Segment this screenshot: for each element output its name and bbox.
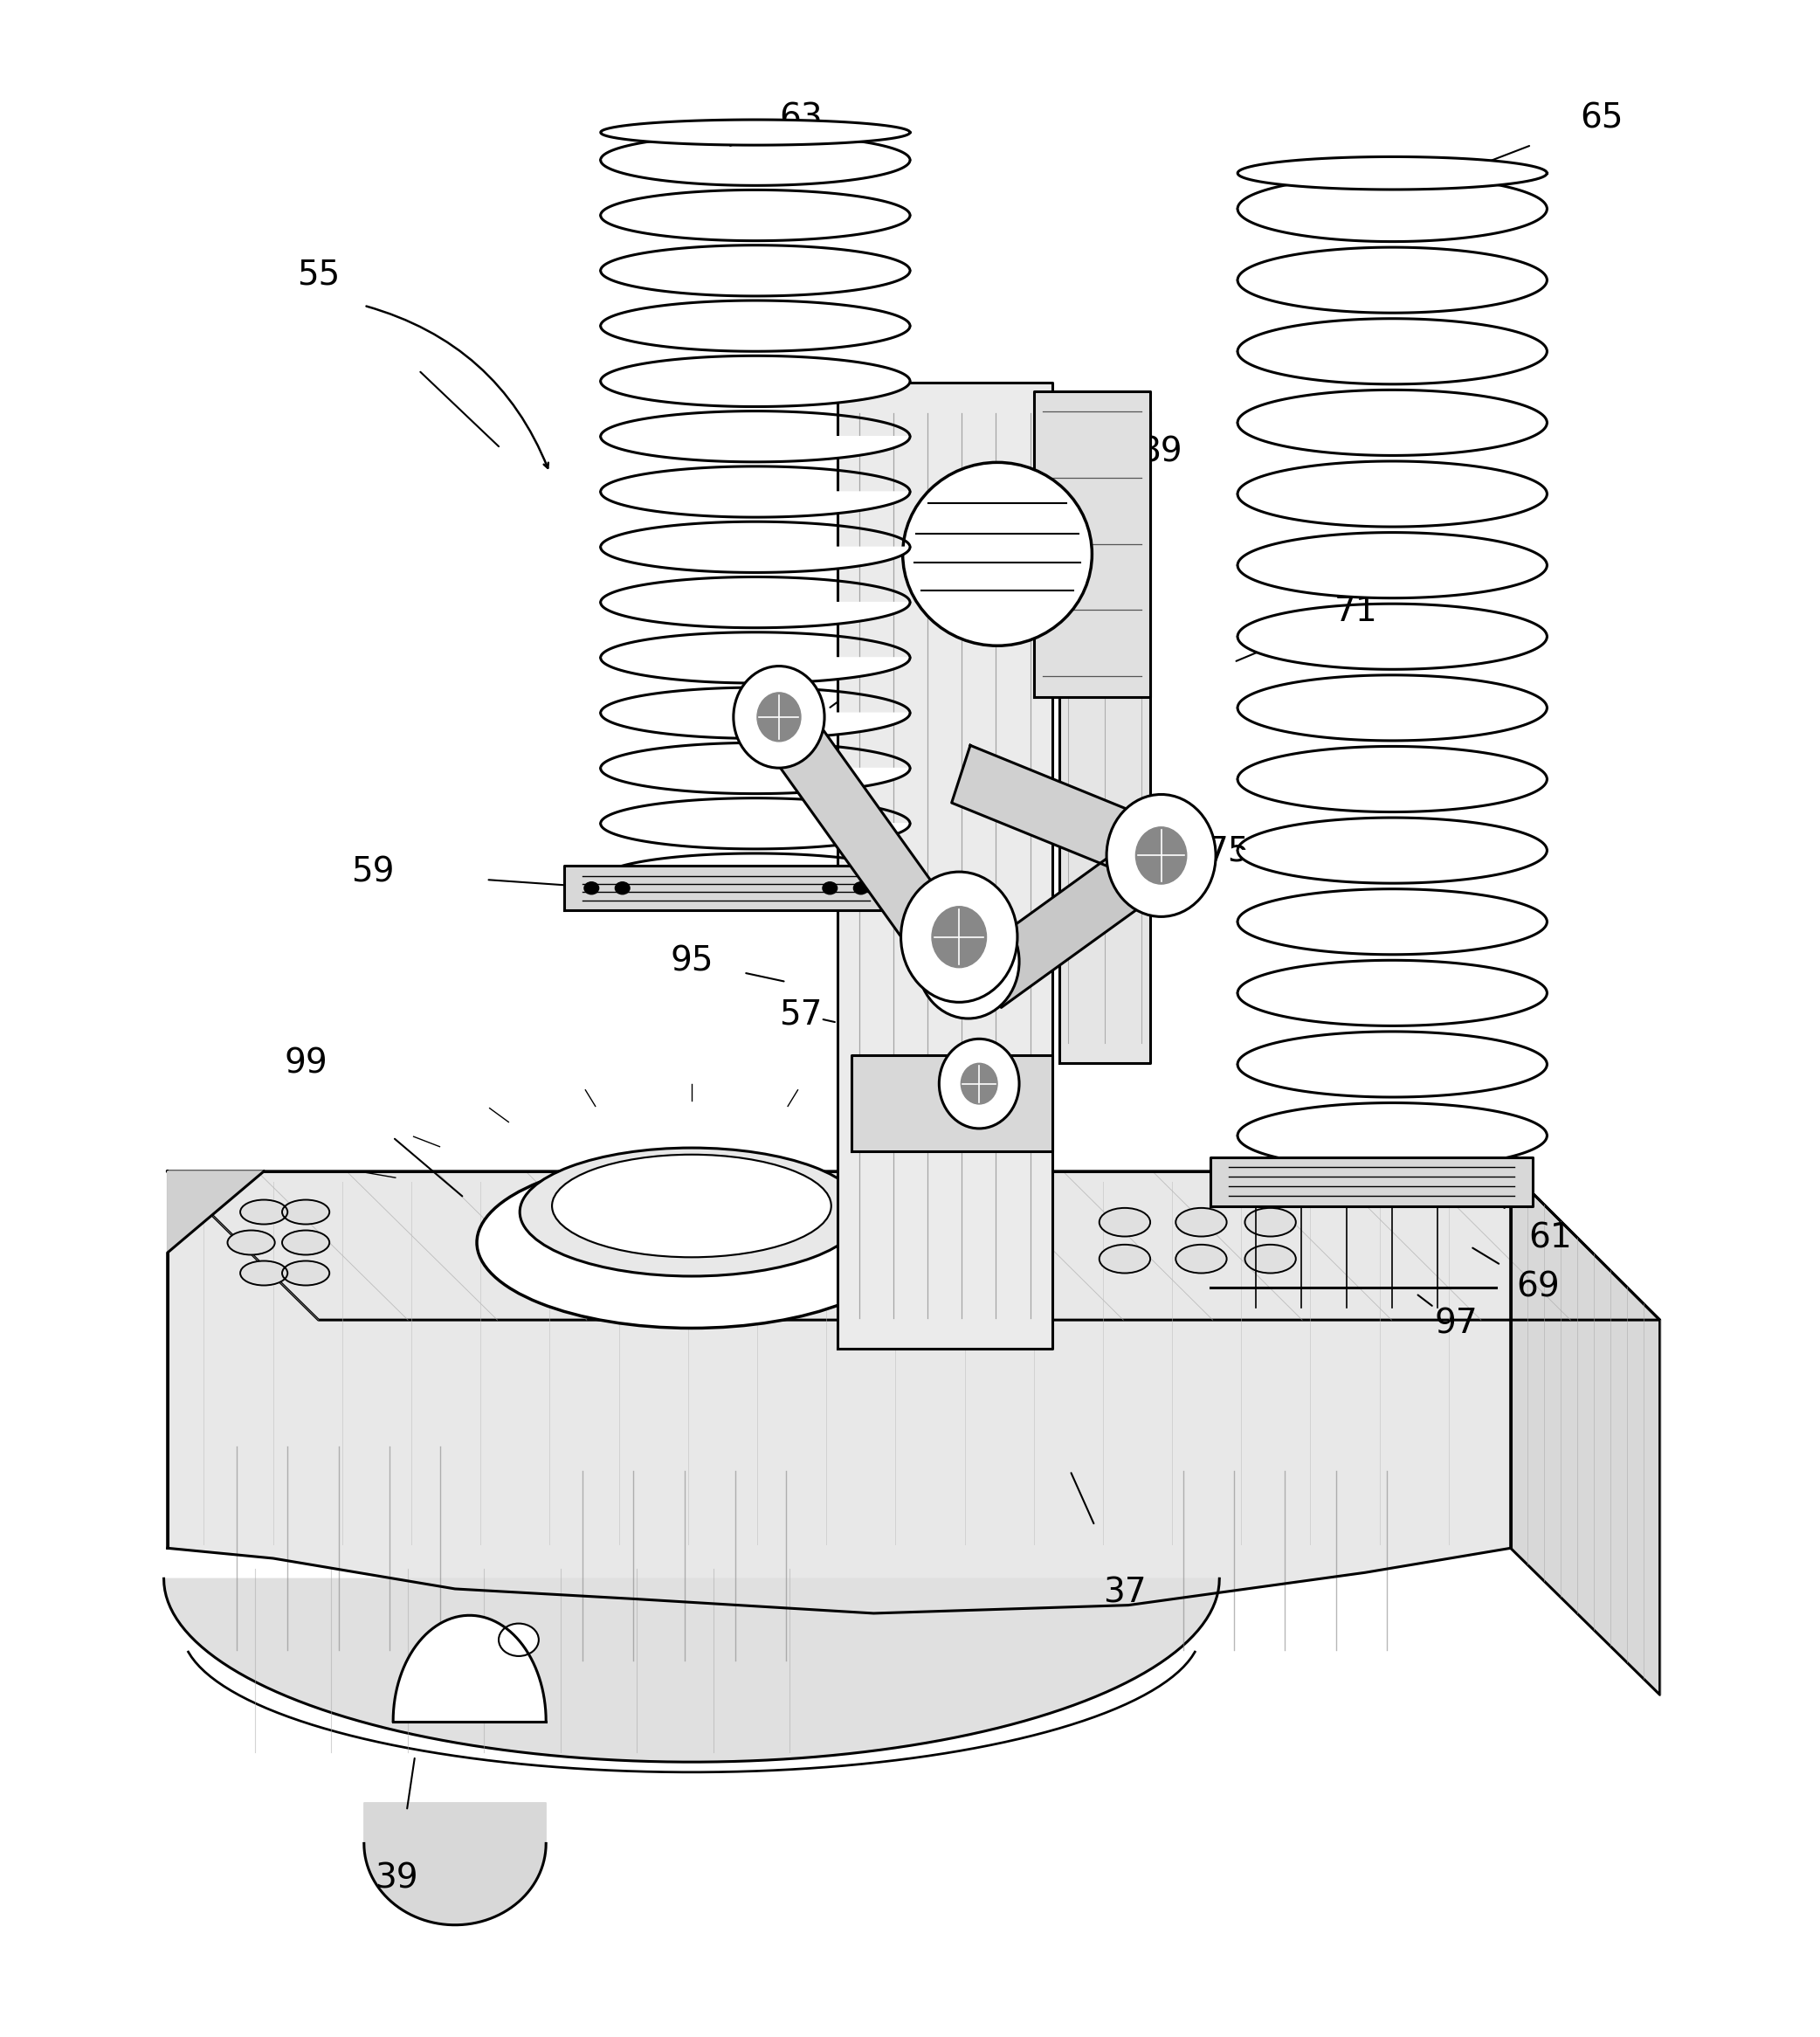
Ellipse shape <box>228 1230 275 1255</box>
Text: 39: 39 <box>375 1862 419 1894</box>
Ellipse shape <box>551 1155 832 1257</box>
Polygon shape <box>601 326 910 350</box>
Polygon shape <box>601 713 910 737</box>
Polygon shape <box>1238 851 1547 884</box>
Ellipse shape <box>1245 1245 1296 1273</box>
Polygon shape <box>601 436 910 462</box>
Polygon shape <box>1238 493 1547 528</box>
Ellipse shape <box>854 882 868 894</box>
Polygon shape <box>167 1171 1660 1320</box>
Polygon shape <box>601 548 910 572</box>
Polygon shape <box>1034 391 1150 697</box>
Polygon shape <box>601 823 910 849</box>
Ellipse shape <box>939 1039 1019 1128</box>
Polygon shape <box>1238 1137 1547 1169</box>
Polygon shape <box>1238 424 1547 456</box>
Ellipse shape <box>945 935 992 988</box>
Text: 65: 65 <box>1580 102 1623 134</box>
Polygon shape <box>1238 994 1547 1027</box>
Polygon shape <box>364 1803 546 1925</box>
Ellipse shape <box>1176 1208 1227 1236</box>
Polygon shape <box>1059 411 1150 1063</box>
Polygon shape <box>1238 780 1547 813</box>
Ellipse shape <box>282 1200 329 1224</box>
Text: 99: 99 <box>284 1047 328 1080</box>
Ellipse shape <box>1136 827 1187 884</box>
Polygon shape <box>601 271 910 295</box>
Text: 57: 57 <box>779 998 823 1031</box>
Ellipse shape <box>1107 794 1216 917</box>
Polygon shape <box>1238 210 1547 242</box>
Polygon shape <box>167 1171 264 1253</box>
Polygon shape <box>952 746 1170 884</box>
Ellipse shape <box>903 462 1092 646</box>
Ellipse shape <box>240 1261 288 1285</box>
Polygon shape <box>1238 350 1547 385</box>
Polygon shape <box>1238 921 1547 955</box>
Text: 73: 73 <box>870 646 914 678</box>
Text: 77: 77 <box>925 799 968 831</box>
Polygon shape <box>601 658 910 682</box>
Polygon shape <box>564 866 888 911</box>
Ellipse shape <box>1099 1245 1150 1273</box>
Polygon shape <box>1238 279 1547 314</box>
Ellipse shape <box>757 693 801 741</box>
Ellipse shape <box>499 1623 539 1656</box>
Ellipse shape <box>917 904 1019 1018</box>
Ellipse shape <box>584 882 599 894</box>
Polygon shape <box>1238 564 1547 599</box>
Polygon shape <box>1511 1171 1660 1695</box>
Ellipse shape <box>477 1157 906 1328</box>
Polygon shape <box>601 216 910 240</box>
Ellipse shape <box>932 906 986 968</box>
Ellipse shape <box>823 882 837 894</box>
Ellipse shape <box>901 872 1017 1002</box>
Polygon shape <box>601 768 910 794</box>
Polygon shape <box>601 491 910 517</box>
Polygon shape <box>167 1171 1511 1613</box>
Ellipse shape <box>961 1063 997 1104</box>
Ellipse shape <box>733 666 824 768</box>
Polygon shape <box>1210 1157 1532 1206</box>
Ellipse shape <box>615 882 630 894</box>
Polygon shape <box>1238 157 1547 189</box>
Ellipse shape <box>1099 1208 1150 1236</box>
Text: 67: 67 <box>874 1067 917 1100</box>
Polygon shape <box>601 878 910 904</box>
Text: 89: 89 <box>1139 436 1183 469</box>
Text: 55: 55 <box>297 259 340 291</box>
Ellipse shape <box>282 1261 329 1285</box>
Polygon shape <box>601 381 910 407</box>
Text: 69: 69 <box>1516 1271 1560 1304</box>
Text: 71: 71 <box>1334 595 1378 627</box>
Polygon shape <box>837 383 1052 1348</box>
Ellipse shape <box>1245 1208 1296 1236</box>
Text: 63: 63 <box>779 102 823 134</box>
Ellipse shape <box>1176 1245 1227 1273</box>
Polygon shape <box>1238 636 1547 670</box>
Text: 75: 75 <box>1207 835 1250 868</box>
Polygon shape <box>601 161 910 185</box>
Ellipse shape <box>240 1200 288 1224</box>
Polygon shape <box>852 1055 1052 1151</box>
Ellipse shape <box>282 1230 329 1255</box>
Text: 97: 97 <box>1434 1308 1478 1340</box>
Polygon shape <box>164 1579 1219 1762</box>
Text: 59: 59 <box>351 856 395 888</box>
Text: 79: 79 <box>1012 1108 1056 1141</box>
Polygon shape <box>1238 1063 1547 1098</box>
Polygon shape <box>393 1615 546 1721</box>
Ellipse shape <box>521 1149 863 1275</box>
Polygon shape <box>601 603 910 627</box>
Text: 61: 61 <box>1529 1222 1572 1255</box>
Polygon shape <box>1238 707 1547 741</box>
Polygon shape <box>972 829 1176 1008</box>
Text: 95: 95 <box>670 945 713 978</box>
Polygon shape <box>757 699 990 1000</box>
Text: 37: 37 <box>1103 1577 1147 1609</box>
Polygon shape <box>601 120 910 145</box>
